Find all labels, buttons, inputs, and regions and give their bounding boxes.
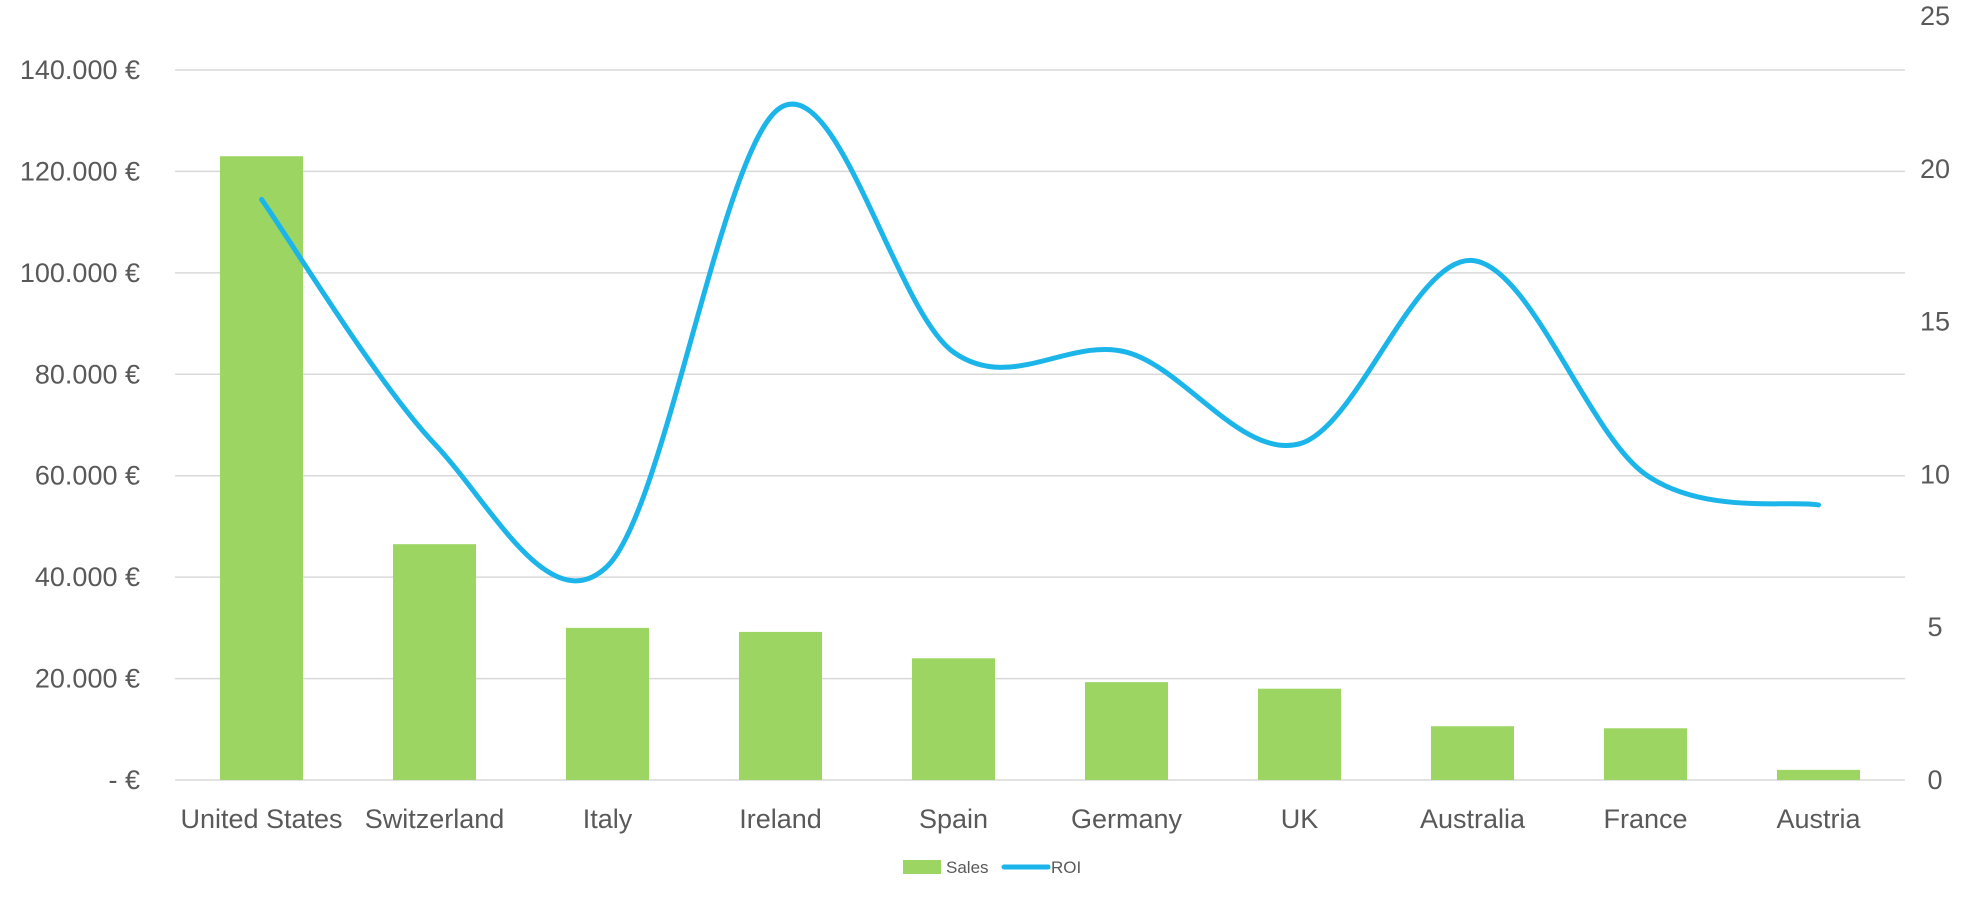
sales-bar-germany [1084,682,1169,780]
right-y-tick-label: 25 [1920,1,1950,31]
category-label: Ireland [739,804,822,834]
sales-bar-united-states [219,156,304,780]
category-label: France [1603,804,1687,834]
category-label: Austria [1776,804,1861,834]
category-label: Italy [583,804,633,834]
sales-bar-austria [1776,769,1861,780]
category-label: Spain [919,804,988,834]
right-y-tick-label: 20 [1920,154,1950,184]
left-y-tick-label: 100.000 € [20,258,140,288]
left-y-tick-label: 20.000 € [35,664,140,694]
roi-line-series [259,101,1821,584]
category-label: Switzerland [365,804,505,834]
right-y-tick-label: 10 [1920,459,1950,489]
roi-line [259,101,1821,584]
x-axis: United States Switzerland Italy Ireland Spai… [180,804,1861,834]
sales-bars [219,156,1861,780]
left-y-tick-label: - € [108,765,140,795]
left-y-tick-label: 120.000 € [20,156,140,186]
legend: Sales ROI [903,858,1081,877]
legend-roi-label: ROI [1051,858,1081,877]
legend-sales-swatch [903,860,941,874]
sales-bar-uk [1257,688,1342,780]
right-y-axis: 0 5 10 15 20 25 [1920,1,1950,795]
category-label: United States [180,804,342,834]
right-y-tick-label: 0 [1927,765,1942,795]
category-label: Australia [1420,804,1526,834]
left-y-tick-label: 80.000 € [35,359,140,389]
category-label: UK [1281,804,1319,834]
sales-bar-spain [911,658,996,780]
category-label: Germany [1071,804,1183,834]
left-y-tick-label: 40.000 € [35,562,140,592]
sales-bar-ireland [738,631,823,780]
right-y-tick-label: 5 [1927,612,1942,642]
sales-bar-switzerland [392,544,477,780]
left-y-tick-label: 60.000 € [35,461,140,491]
legend-sales-label: Sales [946,858,989,877]
left-y-tick-label: 140.000 € [20,55,140,85]
right-y-tick-label: 15 [1920,307,1950,337]
sales-bar-australia [1430,726,1515,780]
sales-bar-france [1603,728,1688,780]
sales-bar-italy [565,627,650,780]
left-y-axis: - € 20.000 € 40.000 € 60.000 € 80.000 € 100.0… [20,55,140,795]
